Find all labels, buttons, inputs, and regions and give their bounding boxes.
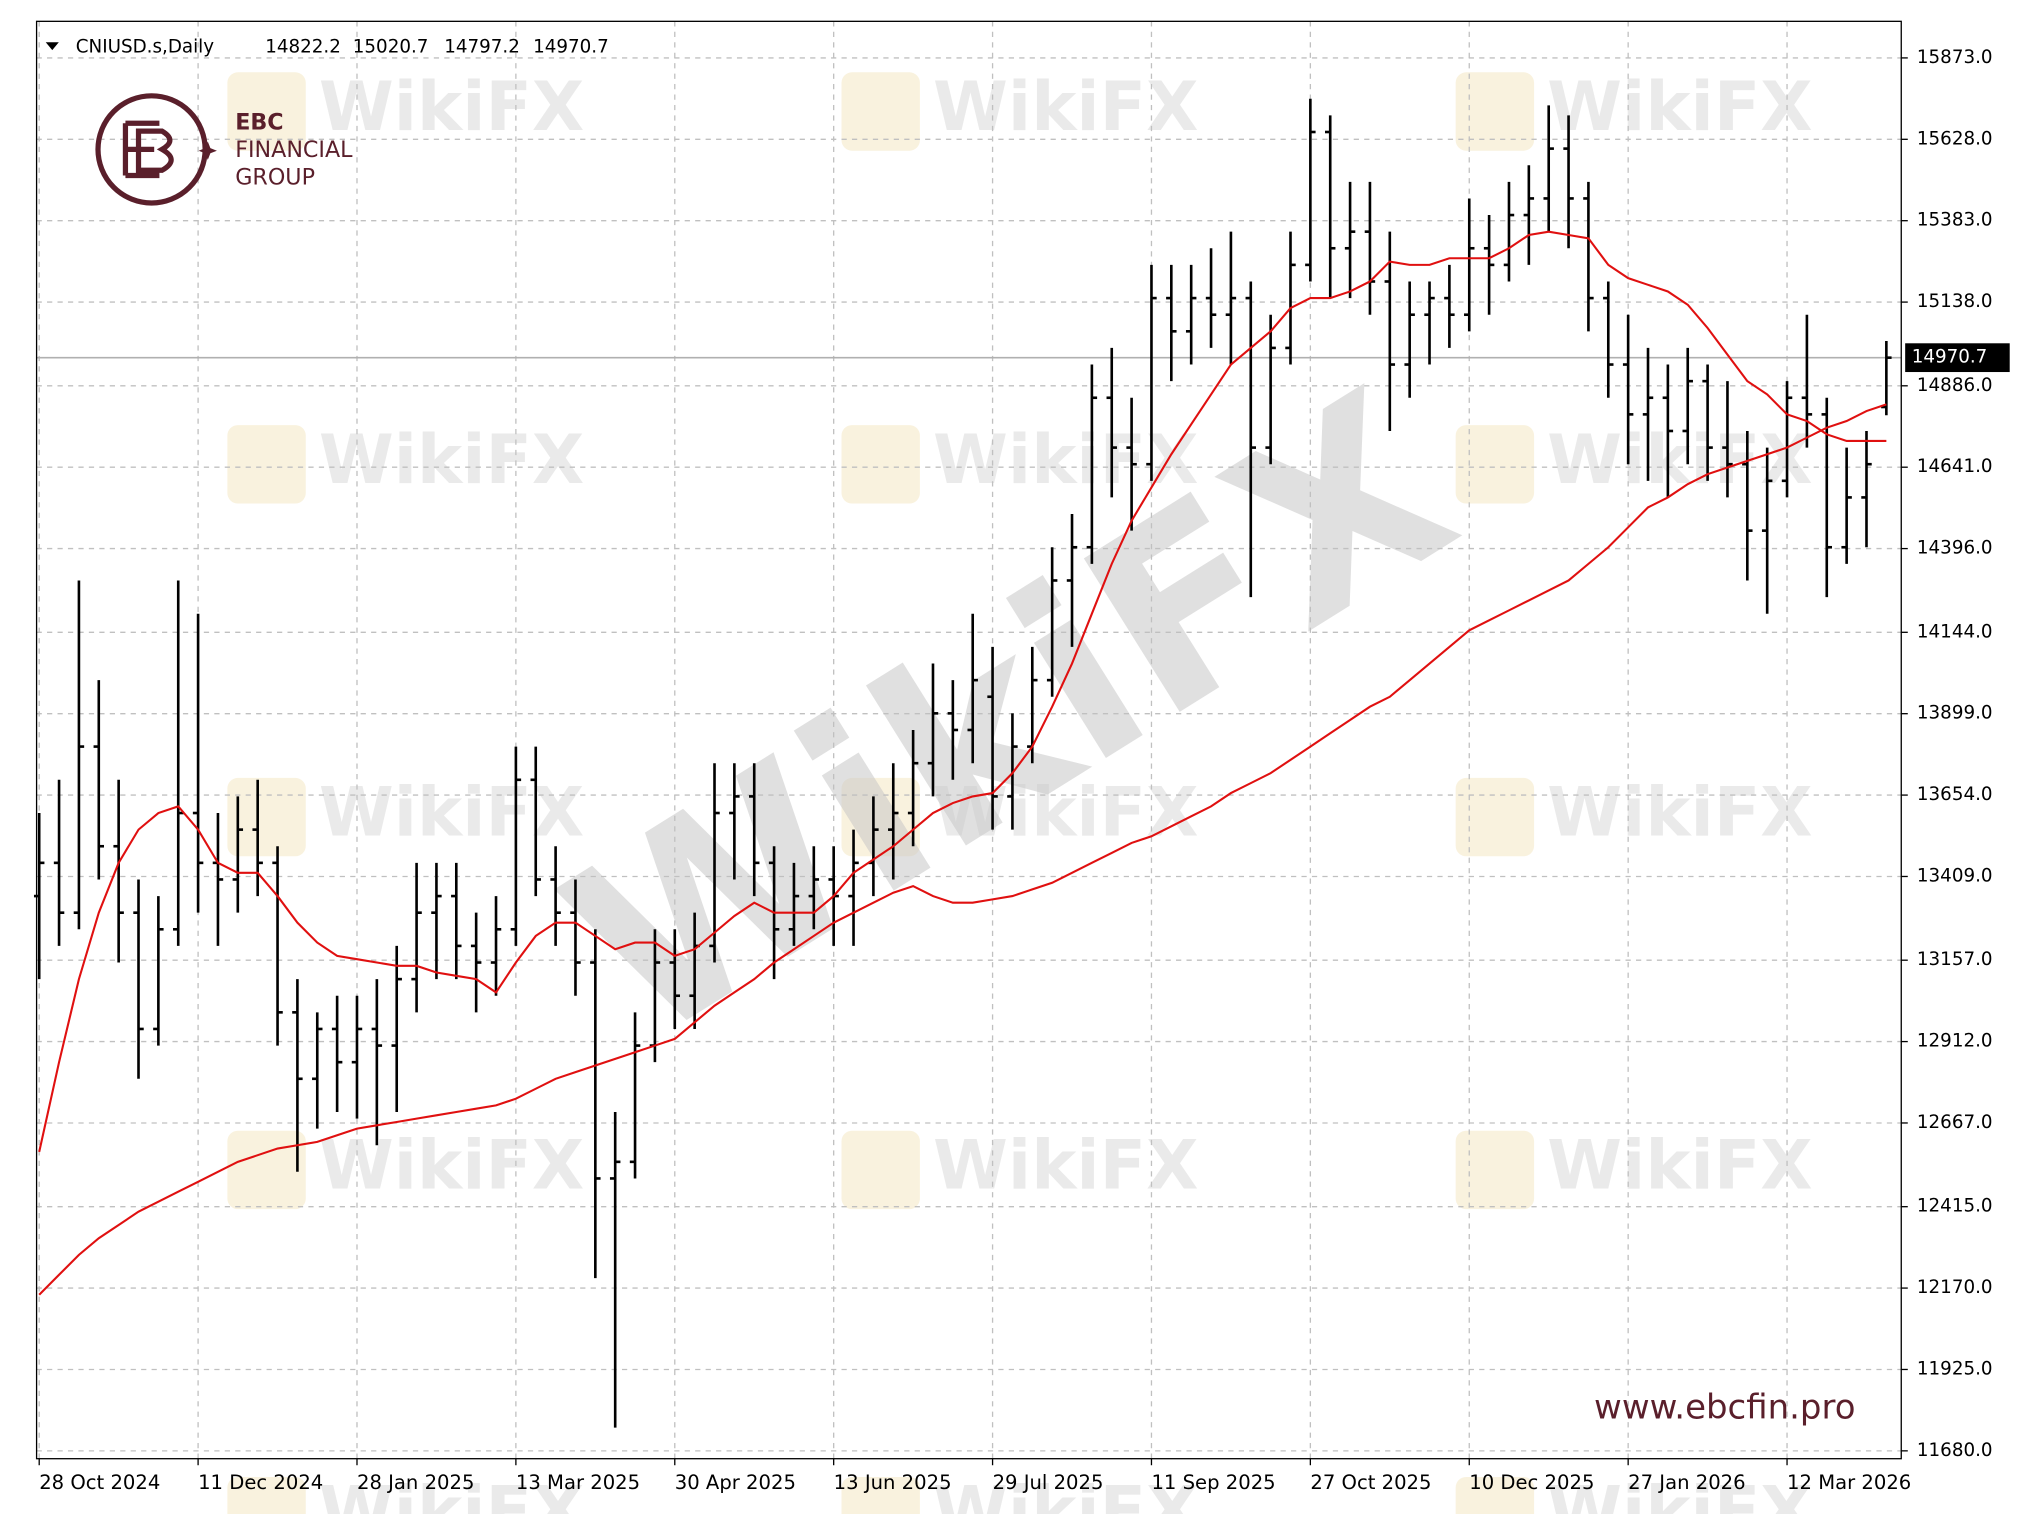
watermark: WikiFX (1547, 774, 1812, 853)
x-tick-label: 13 Jun 2025 (834, 1471, 952, 1494)
moving-average (38, 403, 1887, 1296)
y-tick-label: 14144.0 (1917, 621, 1993, 642)
header-close: 14970.7 (533, 36, 609, 57)
watermark: WikiFX (1547, 421, 1812, 500)
watermark: WikiFX (1547, 1473, 1812, 1514)
logo-text: GROUP (235, 165, 315, 191)
x-tick-label: 27 Jan 2026 (1628, 1471, 1745, 1494)
x-tick-label: 11 Sep 2025 (1151, 1471, 1275, 1494)
y-tick-label: 13899.0 (1917, 703, 1993, 724)
header-open: 14822.2 (265, 36, 341, 57)
watermark: WikiFX (1547, 1126, 1812, 1205)
y-tick-label: 11680.0 (1917, 1440, 1993, 1461)
watermark-icon (1455, 425, 1535, 504)
x-tick-label: 11 Dec 2024 (198, 1471, 323, 1494)
grid (36, 21, 1902, 1459)
watermark-icon (841, 425, 920, 504)
y-tick-label: 13157.0 (1917, 949, 1993, 970)
y-tick-label: 15628.0 (1917, 128, 1993, 149)
x-tick-label: 29 Jul 2025 (993, 1471, 1104, 1494)
watermark: WikiFX (933, 68, 1198, 147)
logo-text: EBC (235, 110, 283, 136)
current-price-box (1905, 343, 2010, 373)
watermark-icon (227, 425, 306, 504)
watermark: WikiFX (319, 68, 584, 147)
watermark: WikiFX (319, 421, 584, 500)
y-tick-label: 12667.0 (1917, 1112, 1993, 1133)
watermark-icon (841, 1130, 920, 1210)
logo-text: FINANCIAL (235, 137, 353, 163)
x-tick-label: 28 Jan 2025 (357, 1471, 474, 1494)
watermark-icon (227, 777, 306, 857)
watermark-icon (841, 777, 920, 857)
y-tick-label: 11925.0 (1917, 1358, 1993, 1379)
y-tick-label: 14641.0 (1917, 456, 1993, 477)
moving-average (38, 230, 1887, 1153)
y-tick-label: 13409.0 (1917, 865, 1993, 886)
watermark-icon (1455, 777, 1535, 857)
watermark: WikiFX (1547, 68, 1812, 147)
menu-triangle[interactable] (45, 42, 59, 51)
website: www.ebcfin.pro (1594, 1388, 1855, 1428)
y-tick-label: 15873.0 (1917, 47, 1993, 68)
price-bars (33, 98, 1892, 1428)
symbol-title: CNIUSD.s,Daily (76, 36, 214, 57)
y-tick-label: 12415.0 (1917, 1196, 1993, 1217)
watermark: WikiFX (319, 1126, 584, 1205)
current-price-label: 14970.7 (1912, 347, 1988, 368)
watermark: WikiFX (319, 1473, 584, 1514)
watermark: WikiFX (933, 1473, 1198, 1514)
axes: 15873.0 15628.0 15383.0 15138.0 14886.0 14641… (38, 47, 2010, 1494)
ebc-logo: EBC FINANCIAL GROUP (95, 93, 353, 206)
watermark: WikiFX (319, 774, 584, 853)
watermark: WikiFX (933, 774, 1198, 853)
watermark-icon (841, 1476, 920, 1514)
y-tick-label: 15383.0 (1917, 210, 1993, 231)
watermark-icon (227, 1476, 306, 1514)
x-tick-label: 30 Apr 2025 (675, 1471, 796, 1494)
watermark-icon (227, 1130, 306, 1210)
header-low: 14797.2 (444, 36, 520, 57)
logo-star (198, 141, 217, 160)
watermark-icon (1455, 1476, 1535, 1514)
watermark-icon (1455, 1130, 1535, 1210)
y-tick-label: 12170.0 (1917, 1277, 1993, 1298)
watermark-icon (841, 72, 920, 151)
x-tick-label: 27 Oct 2025 (1310, 1471, 1431, 1494)
x-tick-label: 28 Oct 2024 (39, 1471, 160, 1494)
y-tick-label: 15138.0 (1917, 291, 1993, 312)
watermark-icon (1455, 72, 1535, 151)
x-tick-label: 13 Mar 2025 (516, 1471, 640, 1494)
y-tick-label: 12912.0 (1917, 1031, 1993, 1052)
y-tick-label: 13654.0 (1917, 784, 1993, 805)
watermark: WikiFX (933, 1126, 1198, 1205)
watermark-icon (227, 72, 306, 151)
logo-mark (122, 120, 174, 179)
plot-frame (35, 20, 1902, 1460)
header-high: 15020.7 (353, 36, 429, 57)
watermark: WikiFX (933, 421, 1198, 500)
x-tick-label: 10 Dec 2025 (1469, 1471, 1594, 1494)
x-tick-label: 12 Mar 2026 (1787, 1471, 1911, 1494)
y-tick-label: 14886.0 (1917, 375, 1993, 396)
y-tick-label: 14396.0 (1917, 538, 1993, 559)
